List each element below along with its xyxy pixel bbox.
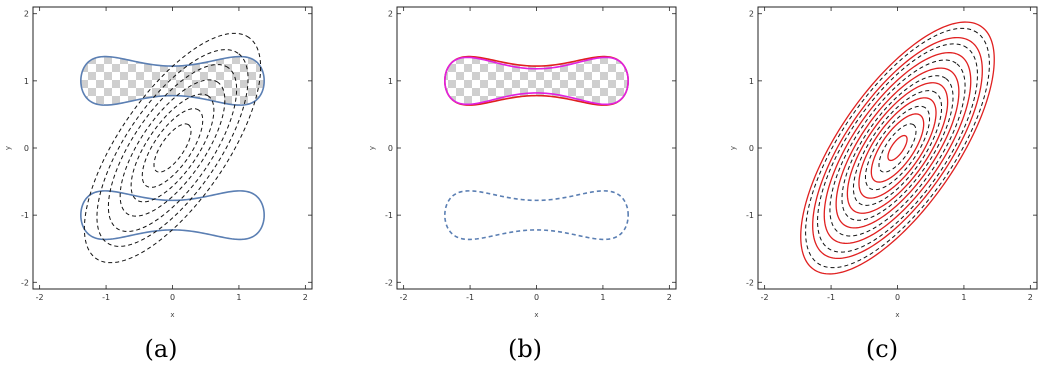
series-0-curve	[444, 55, 629, 106]
series-2-contour-4	[107, 64, 238, 232]
series-0-contour-2	[852, 90, 943, 206]
panel-a-plot	[80, 32, 265, 264]
x-tick-label: 1	[600, 293, 605, 302]
series-0-contour-0	[878, 123, 917, 173]
panel-a-axes: -2 -1 0 1 2 -2 -1 0 1 2 x y	[4, 7, 312, 319]
panel-b-caption: (b)	[508, 335, 542, 363]
series-2-contour-5	[96, 49, 249, 247]
x-axis-label: x	[895, 311, 899, 319]
y-axis-label: y	[729, 146, 737, 150]
x-tick-label: 0	[170, 293, 175, 302]
series-1-curve	[444, 56, 629, 106]
panel-a-caption: (a)	[144, 335, 177, 363]
y-tick-label: 1	[24, 77, 29, 86]
panel-b: -2 -1 0 1 2 -2 -1 0 1 2 x y (b)	[368, 6, 677, 363]
x-tick-label: 1	[961, 293, 966, 302]
panel-b-plot	[444, 55, 629, 241]
x-tick-label: -2	[36, 293, 44, 302]
y-tick-label: 2	[24, 10, 29, 19]
y-tick-label: 1	[388, 77, 393, 86]
series-1-contour-4	[835, 67, 960, 229]
x-tick-label: -2	[761, 293, 769, 302]
series-0-contour-4	[829, 59, 966, 237]
panel-b-frame	[396, 6, 677, 290]
panel-c-caption: (c)	[866, 335, 898, 363]
y-tick-label: -2	[746, 278, 754, 287]
y-tick-label: -1	[385, 211, 393, 220]
series-2-contour-1	[141, 108, 204, 188]
x-tick-label: 2	[667, 293, 672, 302]
panel-a-frame	[32, 6, 313, 290]
series-1-contour-1	[870, 113, 925, 183]
series-0-contour-5	[817, 43, 978, 253]
series-0-contour-3	[841, 75, 954, 221]
series-0-curve	[80, 55, 265, 106]
y-tick-label: -1	[746, 211, 754, 220]
y-tick-label: -2	[385, 278, 393, 287]
series-1-contour-3	[846, 82, 949, 214]
y-tick-label: -1	[21, 211, 29, 220]
x-tick-label: 2	[1028, 293, 1033, 302]
y-tick-label: 0	[24, 144, 29, 153]
panel-b-axes: -2 -1 0 1 2 -2 -1 0 1 2 x y	[368, 7, 676, 319]
x-tick-label: -1	[827, 293, 835, 302]
x-tick-label: 1	[236, 293, 241, 302]
y-tick-label: 0	[749, 144, 754, 153]
series-1-contour-2	[858, 97, 937, 199]
x-axis-label: x	[534, 311, 538, 319]
series-0-contour-1	[864, 105, 931, 191]
x-tick-label: 0	[534, 293, 539, 302]
series-0-contour-6	[805, 27, 990, 269]
series-1-contour-0	[887, 134, 908, 162]
y-axis-label: y	[368, 146, 376, 150]
series-2-contour-0	[153, 123, 192, 173]
panel-a: -2 -1 0 1 2 -2 -1 0 1 2 x y (a)	[4, 6, 313, 363]
x-axis-label: x	[170, 311, 174, 319]
series-2-contour-2	[130, 93, 215, 203]
panel-c-plot	[800, 21, 995, 275]
y-tick-label: 0	[388, 144, 393, 153]
series-2-contour-6	[83, 32, 262, 264]
x-tick-label: 2	[303, 293, 308, 302]
y-tick-label: 2	[388, 10, 393, 19]
y-tick-label: 2	[749, 10, 754, 19]
panel-c-axes: -2 -1 0 1 2 -2 -1 0 1 2 x y	[729, 7, 1037, 319]
x-tick-label: 0	[895, 293, 900, 302]
y-tick-label: 1	[749, 77, 754, 86]
series-1-contour-6	[812, 36, 983, 260]
x-tick-label: -1	[102, 293, 110, 302]
series-1-contour-5	[823, 52, 972, 244]
series-1-curve	[80, 190, 265, 241]
series-2-contour-3	[119, 79, 226, 217]
x-tick-label: -2	[400, 293, 408, 302]
series-2-curve	[444, 190, 629, 241]
y-axis-label: y	[4, 146, 12, 150]
x-tick-label: -1	[466, 293, 474, 302]
panel-c-frame	[757, 6, 1038, 290]
series-1-contour-7	[800, 21, 995, 275]
panel-c: -2 -1 0 1 2 -2 -1 0 1 2 x y (c)	[729, 6, 1038, 363]
y-tick-label: -2	[21, 278, 29, 287]
